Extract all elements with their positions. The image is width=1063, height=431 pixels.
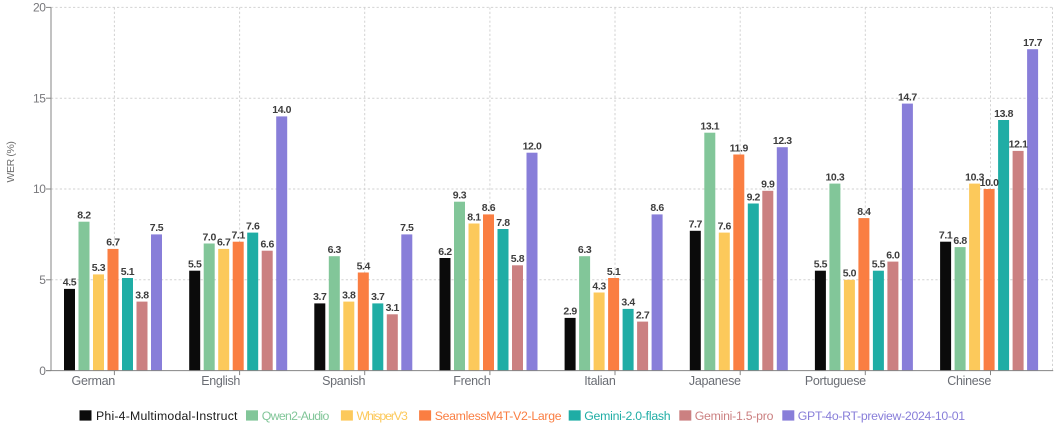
svg-text:14.7: 14.7 [898,91,917,103]
svg-text:WER (%): WER (%) [5,142,17,183]
svg-text:3.1: 3.1 [386,302,400,314]
svg-text:17.7: 17.7 [1023,37,1042,49]
svg-text:Spanish: Spanish [322,374,365,388]
svg-text:7.6: 7.6 [246,220,260,232]
svg-text:3.7: 3.7 [371,291,385,303]
svg-text:English: English [201,374,240,388]
svg-text:7.5: 7.5 [400,222,414,234]
svg-text:4.5: 4.5 [63,277,77,289]
svg-text:8.4: 8.4 [857,206,871,218]
svg-text:Chinese: Chinese [947,374,991,388]
svg-text:5.0: 5.0 [843,268,857,280]
svg-text:6.3: 6.3 [578,244,592,256]
svg-text:French: French [453,374,490,388]
svg-text:German: German [72,374,116,388]
svg-text:15: 15 [33,91,46,105]
svg-text:7.0: 7.0 [202,231,216,243]
svg-text:6.7: 6.7 [106,237,120,249]
svg-text:5.5: 5.5 [814,259,828,271]
svg-text:Japanese: Japanese [689,374,741,388]
svg-text:9.9: 9.9 [761,179,775,191]
svg-text:14.0: 14.0 [272,104,291,116]
svg-text:5.8: 5.8 [511,253,525,265]
svg-text:5.1: 5.1 [121,266,135,278]
svg-text:2.9: 2.9 [563,306,577,318]
svg-text:6.2: 6.2 [438,246,452,258]
svg-text:3.4: 3.4 [621,297,635,309]
svg-text:5.5: 5.5 [872,259,886,271]
svg-text:7.1: 7.1 [939,230,953,242]
svg-text:8.1: 8.1 [467,211,481,223]
svg-text:13.1: 13.1 [700,121,719,133]
svg-text:10.3: 10.3 [825,171,844,183]
svg-text:6.3: 6.3 [328,244,342,256]
svg-text:6.8: 6.8 [953,235,967,247]
svg-text:12.3: 12.3 [773,135,792,147]
svg-text:7.5: 7.5 [150,222,164,234]
svg-text:2.7: 2.7 [636,309,650,321]
svg-text:7.6: 7.6 [718,220,732,232]
svg-text:Qwen2-Audio: Qwen2-Audio [262,409,330,423]
svg-text:WhisperV3: WhisperV3 [357,409,409,423]
svg-text:3.7: 3.7 [313,291,327,303]
svg-text:5: 5 [39,273,46,287]
svg-text:GPT-4o-RT-preview-2024-10-01: GPT-4o-RT-preview-2024-10-01 [798,409,965,423]
svg-text:9.3: 9.3 [453,190,467,202]
svg-text:9.2: 9.2 [747,191,761,203]
svg-text:5.5: 5.5 [188,259,202,271]
svg-text:4.3: 4.3 [592,280,606,292]
svg-text:Phi-4-Multimodal-Instruct: Phi-4-Multimodal-Instruct [96,409,238,423]
svg-text:20: 20 [33,1,46,15]
svg-text:10.0: 10.0 [980,177,999,189]
svg-text:6.0: 6.0 [886,249,900,261]
svg-text:13.8: 13.8 [994,108,1013,120]
svg-text:Italian: Italian [584,374,616,388]
svg-text:12.0: 12.0 [523,141,542,153]
svg-text:3.8: 3.8 [135,289,149,301]
svg-text:SeamlessM4T-V2-Large: SeamlessM4T-V2-Large [435,409,562,423]
svg-text:7.7: 7.7 [689,219,703,231]
svg-text:3.8: 3.8 [342,289,356,301]
svg-text:8.6: 8.6 [650,202,664,214]
svg-text:Gemini-2.0-flash: Gemini-2.0-flash [584,409,671,423]
svg-text:8.6: 8.6 [482,202,496,214]
svg-text:6.7: 6.7 [217,237,231,249]
svg-text:0: 0 [39,364,46,378]
svg-text:12.1: 12.1 [1009,139,1028,151]
svg-text:7.8: 7.8 [496,217,510,229]
svg-text:7.1: 7.1 [231,230,245,242]
svg-text:Portuguese: Portuguese [805,374,866,388]
svg-text:10.3: 10.3 [965,171,984,183]
svg-text:5.1: 5.1 [607,266,621,278]
svg-text:6.6: 6.6 [260,239,274,251]
svg-text:5.4: 5.4 [357,260,371,272]
svg-text:5.3: 5.3 [92,262,106,274]
svg-text:Gemini-1.5-pro: Gemini-1.5-pro [695,409,774,423]
svg-text:11.9: 11.9 [730,142,749,154]
svg-text:10: 10 [33,182,46,196]
svg-text:8.2: 8.2 [77,210,91,222]
